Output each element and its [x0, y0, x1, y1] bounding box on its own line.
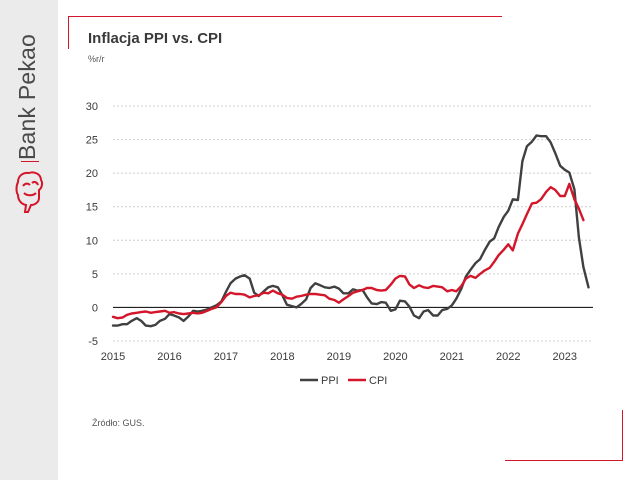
series-line-ppi: [111, 134, 590, 328]
y-tick-label: 10: [86, 235, 98, 247]
accent-line-bottom: [505, 460, 623, 461]
x-tick-label: 2018: [270, 351, 294, 363]
x-tick-label: 2021: [440, 351, 464, 363]
x-tick-label: 2022: [496, 351, 520, 363]
y-tick-label: 15: [86, 202, 98, 214]
bison-logo-icon: [15, 171, 44, 213]
series-line-cpi: [111, 182, 585, 320]
y-tick-label: 0: [92, 302, 98, 314]
x-tick-label: 2023: [553, 351, 577, 363]
legend-label-ppi: PPI: [321, 375, 339, 387]
y-tick-label: 20: [86, 168, 98, 180]
brand-sidebar: Bank Pekao: [0, 0, 58, 480]
brand-divider: [21, 161, 39, 162]
source-note: Źródło: GUS.: [92, 418, 145, 428]
accent-line-top: [68, 16, 502, 17]
x-tick-label: 2017: [214, 351, 238, 363]
x-tick-label: 2019: [327, 351, 351, 363]
accent-line-left: [68, 16, 69, 49]
x-tick-label: 2016: [157, 351, 181, 363]
x-tick-label: 2020: [383, 351, 407, 363]
accent-line-right: [622, 410, 623, 461]
y-tick-label: 30: [86, 101, 98, 113]
chart-title: Inflacja PPI vs. CPI: [88, 30, 223, 47]
legend-label-cpi: CPI: [369, 375, 387, 387]
y-tick-label: 25: [86, 135, 98, 147]
x-tick-label: 2015: [101, 351, 125, 363]
chart-unit: %r/r: [88, 54, 105, 64]
y-tick-label: 5: [92, 269, 98, 281]
y-tick-label: -5: [88, 336, 98, 348]
